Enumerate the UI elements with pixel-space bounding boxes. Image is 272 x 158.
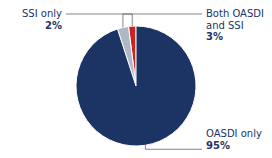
- leader-line: [66, 14, 132, 26]
- slice-label: SSI only2%: [22, 8, 62, 31]
- slice-name: Both OASDI: [206, 8, 264, 19]
- leader-line: [145, 145, 202, 149]
- leader-line: [123, 14, 202, 27]
- slice-value-label: 3%: [206, 31, 223, 42]
- slice-value-label: 95%: [206, 140, 230, 151]
- slice-label: OASDI only95%: [206, 128, 262, 151]
- chart: SSI only2% Both OASDIand SSI3% OASDI only9…: [0, 0, 272, 158]
- slice-label: Both OASDIand SSI3%: [206, 8, 264, 42]
- slice-value-label: 2%: [45, 20, 62, 31]
- slice-name: SSI only: [22, 8, 62, 19]
- pie: [76, 26, 196, 146]
- slice-name: OASDI only: [206, 128, 262, 139]
- slice-name: and SSI: [206, 20, 244, 31]
- pie-slice: [76, 26, 196, 146]
